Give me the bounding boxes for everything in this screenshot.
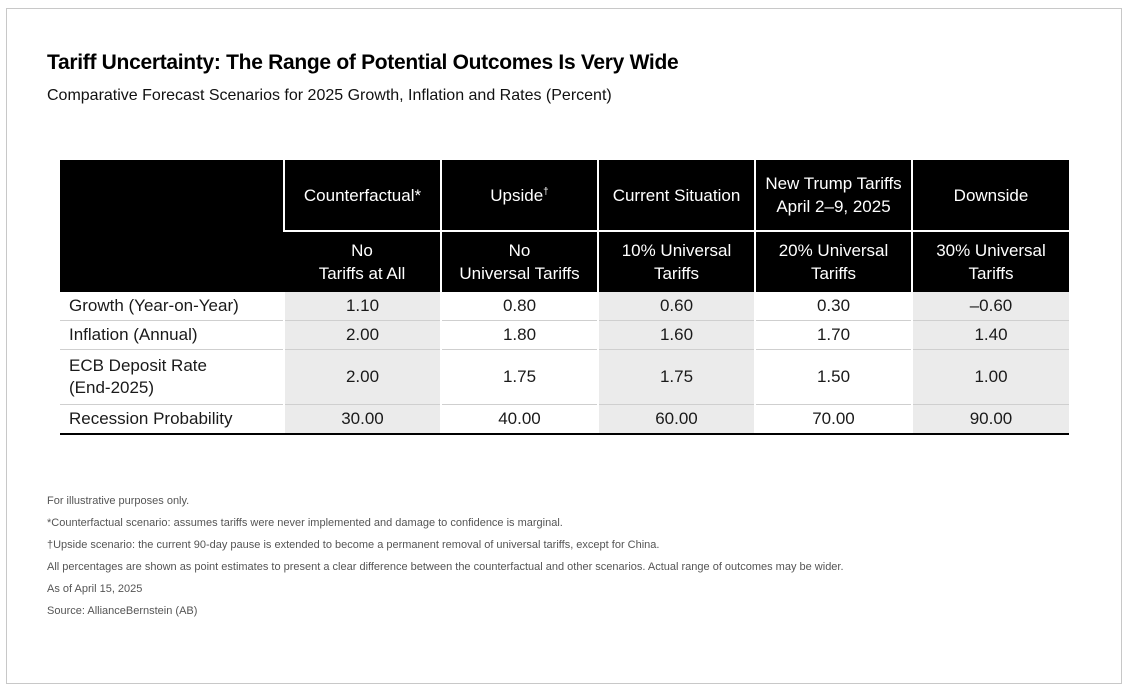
row-label-inflation: Inflation (Annual) [60, 320, 284, 350]
row-label-recession: Recession Probability [60, 404, 284, 435]
note-counterfactual: *Counterfactual scenario: assumes tariff… [47, 517, 563, 529]
note-source: Source: AllianceBernstein (AB) [47, 605, 198, 617]
cell-value: 2.00 [283, 320, 441, 350]
note-date: As of April 15, 2025 [47, 583, 143, 595]
tariff-header-upside: No Universal Tariffs [440, 230, 598, 292]
cell-value: 2.00 [283, 349, 441, 405]
cell-value: 1.80 [440, 320, 598, 350]
table-row: ECB Deposit Rate (End-2025) 2.00 1.75 1.7… [60, 349, 1069, 405]
table-row: Inflation (Annual) 2.00 1.80 1.60 1.70 1… [60, 320, 1069, 350]
table-row: Growth (Year-on-Year) 1.10 0.80 0.60 0.3… [60, 292, 1069, 321]
chart-title: Tariff Uncertainty: The Range of Potenti… [47, 51, 679, 74]
table-row: Recession Probability 30.00 40.00 60.00 … [60, 404, 1069, 435]
cell-value: 30.00 [283, 404, 441, 435]
scenario-header-current: Current Situation [597, 160, 755, 231]
tariff-header-current: 10% Universal Tariffs [597, 230, 755, 292]
cell-value: 70.00 [754, 404, 912, 435]
cell-value: 60.00 [597, 404, 755, 435]
tariff-header-new-trump: 20% Universal Tariffs [754, 230, 912, 292]
cell-value: –0.60 [911, 292, 1069, 321]
row-label-ecb-rate: ECB Deposit Rate (End-2025) [60, 349, 284, 405]
note-illustrative: For illustrative purposes only. [47, 495, 190, 507]
cell-value: 0.60 [597, 292, 755, 321]
scenario-header-counterfactual: Counterfactual* [283, 160, 441, 231]
cell-value: 0.80 [440, 292, 598, 321]
cell-value: 1.10 [283, 292, 441, 321]
table-corner [60, 160, 284, 292]
scenario-header-upside: Upside† [440, 160, 598, 231]
cell-value: 1.50 [754, 349, 912, 405]
cell-value: 1.75 [440, 349, 598, 405]
scenario-table: Counterfactual* Upside† Current Situatio… [60, 160, 1069, 435]
note-percentages: All percentages are shown as point estim… [47, 561, 844, 573]
cell-value: 0.30 [754, 292, 912, 321]
chart-subtitle: Comparative Forecast Scenarios for 2025 … [47, 87, 612, 104]
tariff-header-counterfactual: No Tariffs at All [284, 230, 441, 292]
chart-frame [6, 8, 1122, 684]
cell-value: 40.00 [440, 404, 598, 435]
cell-value: 1.00 [911, 349, 1069, 405]
cell-value: 1.40 [911, 320, 1069, 350]
cell-value: 1.75 [597, 349, 755, 405]
cell-value: 1.70 [754, 320, 912, 350]
cell-value: 90.00 [911, 404, 1069, 435]
note-upside: †Upside scenario: the current 90-day pau… [47, 539, 660, 551]
scenario-header-new-trump: New Trump Tariffs April 2–9, 2025 [754, 160, 912, 231]
tariff-header-downside: 30% Universal Tariffs [911, 230, 1069, 292]
cell-value: 1.60 [597, 320, 755, 350]
footnotes: For illustrative purposes only. *Counter… [47, 493, 844, 625]
row-label-growth: Growth (Year-on-Year) [60, 292, 284, 321]
scenario-header-downside: Downside [911, 160, 1069, 231]
